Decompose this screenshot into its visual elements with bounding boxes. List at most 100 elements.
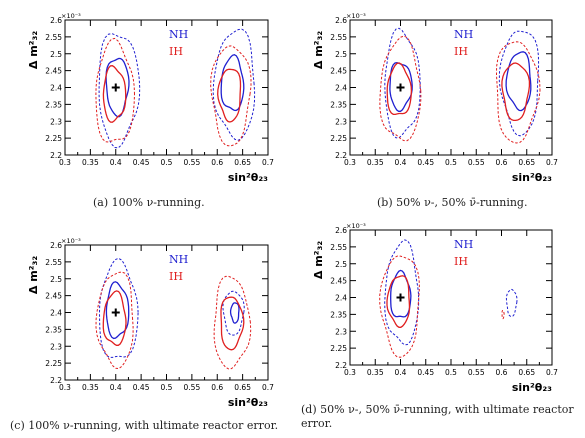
y-axis-label: Δ m²₃₂ [312, 31, 325, 69]
y-tick-label: 2.4 [50, 84, 62, 93]
contour-ih-dashed [501, 310, 505, 320]
x-tick-label: 0.7 [262, 383, 274, 392]
contour-ih-solid [386, 62, 413, 116]
true-point-marker [396, 83, 405, 92]
contour-ih-solid [217, 68, 242, 123]
contour-ih-dashed [213, 275, 252, 370]
x-tick-label: 0.45 [133, 158, 150, 167]
x-tick-label: 0.4 [395, 158, 407, 167]
x-tick-label: 0.4 [110, 383, 122, 392]
plot-frame [349, 229, 553, 366]
x-tick-label: 0.6 [496, 368, 508, 377]
y-tick-label: 2.45 [45, 67, 62, 76]
legend-nh: NH [169, 28, 188, 41]
y-tick-label: 2.35 [330, 310, 347, 319]
x-tick-label: 0.3 [59, 158, 71, 167]
y-tick-label: 2.2 [335, 151, 347, 160]
y-tick-label: 2.6 [335, 226, 347, 235]
y-axis-label: Δ m²₃₂ [312, 241, 325, 279]
y-tick-label: 2.4 [335, 84, 347, 93]
y-axis-label: Δ m²₃₂ [27, 256, 40, 294]
x-axis-label: sin²θ₂₃ [512, 381, 552, 394]
y-tick-label: 2.3 [50, 117, 62, 126]
caption-b: (b) 50% ν-, 50% ν̄-running. [377, 196, 528, 209]
x-tick-label: 0.35 [82, 158, 99, 167]
y-tick-label: 2.25 [330, 134, 347, 143]
plot-frame [64, 244, 269, 381]
x-tick-label: 0.45 [417, 368, 434, 377]
y-tick-label: 2.6 [50, 241, 62, 250]
y-tick-label: 2.2 [335, 361, 347, 370]
y-multiplier: ×10⁻³ [61, 237, 81, 245]
contour-ih-solid [220, 296, 245, 351]
chart-panel-b: 0.3 0.35 0.4 0.45 0.5 0.55 0.6 0.65 0.7 2.2 2.25 2.… [312, 12, 558, 184]
x-tick-label: 0.55 [468, 368, 485, 377]
contour-ih-solid [501, 62, 531, 122]
contour-nh-dashed [384, 239, 420, 346]
y-tick-label: 2.2 [50, 151, 62, 160]
y-tick-label: 2.25 [45, 134, 62, 143]
legend-nh: NH [169, 253, 188, 266]
x-tick-label: 0.65 [518, 158, 535, 167]
legend-ih: IH [454, 45, 468, 58]
contour-nh-solid [389, 62, 413, 112]
contour-nh-solid [229, 302, 240, 324]
y-tick-label: 2.2 [50, 376, 62, 385]
y-tick-label: 2.5 [50, 50, 62, 59]
y-tick-label: 2.55 [330, 243, 347, 252]
y-tick-label: 2.3 [335, 327, 347, 336]
x-axis-label: sin²θ₂₃ [228, 396, 268, 409]
x-tick-label: 0.55 [468, 158, 485, 167]
plot-frame [64, 19, 269, 156]
y-tick-label: 2.45 [330, 277, 347, 286]
legend-nh: NH [454, 28, 473, 41]
x-axis-label: sin²θ₂₃ [228, 171, 268, 184]
x-tick-label: 0.7 [546, 368, 558, 377]
legend-nh: NH [454, 238, 473, 251]
chart-panel-c: 0.3 0.35 0.4 0.45 0.5 0.55 0.6 0.65 0.7 2.2 2.25 2.… [27, 237, 274, 409]
contour-nh-dashed [222, 290, 245, 336]
y-tick-label: 2.6 [335, 16, 347, 25]
contour-ih-dashed [95, 271, 134, 370]
contour-ih-solid [102, 290, 127, 346]
y-tick-label: 2.5 [335, 50, 347, 59]
contour-nh-solid [220, 53, 245, 112]
x-tick-label: 0.7 [546, 158, 558, 167]
x-tick-label: 0.45 [133, 383, 150, 392]
x-tick-label: 0.4 [110, 158, 122, 167]
x-tick-label: 0.6 [211, 158, 223, 167]
true-point-marker [396, 293, 405, 302]
x-tick-label: 0.4 [395, 368, 407, 377]
caption-a: (a) 100% ν-running. [93, 196, 205, 209]
y-tick-label: 2.3 [50, 342, 62, 351]
x-tick-label: 0.35 [82, 383, 99, 392]
legend-ih: IH [454, 255, 468, 268]
true-point-marker [111, 308, 120, 317]
x-tick-label: 0.3 [59, 383, 71, 392]
y-tick-label: 2.25 [330, 344, 347, 353]
y-multiplier: ×10⁻³ [61, 12, 81, 20]
x-tick-label: 0.65 [518, 368, 535, 377]
contour-ih-dashed [95, 37, 136, 143]
contour-nh-dashed [505, 288, 518, 317]
x-tick-label: 0.5 [445, 368, 457, 377]
y-tick-label: 2.55 [45, 33, 62, 42]
y-tick-label: 2.3 [335, 117, 347, 126]
contour-ih-dashed [495, 41, 541, 144]
contour-nh-dashed [212, 28, 256, 141]
y-tick-label: 2.35 [45, 325, 62, 334]
x-tick-label: 0.65 [234, 158, 251, 167]
contour-nh-dashed [498, 30, 540, 137]
y-tick-label: 2.55 [330, 33, 347, 42]
chart-panel-d: 0.3 0.35 0.4 0.45 0.5 0.55 0.6 0.65 0.7 2.2 2.25 2.… [312, 222, 558, 394]
x-axis-label: sin²θ₂₃ [512, 171, 552, 184]
y-tick-label: 2.6 [50, 16, 62, 25]
x-tick-label: 0.35 [367, 368, 384, 377]
contour-nh-dashed [98, 33, 141, 149]
y-tick-label: 2.45 [330, 67, 347, 76]
y-tick-label: 2.35 [330, 100, 347, 109]
y-axis-label: Δ m²₃₂ [27, 31, 40, 69]
x-tick-label: 0.3 [344, 368, 356, 377]
x-tick-label: 0.5 [445, 158, 457, 167]
